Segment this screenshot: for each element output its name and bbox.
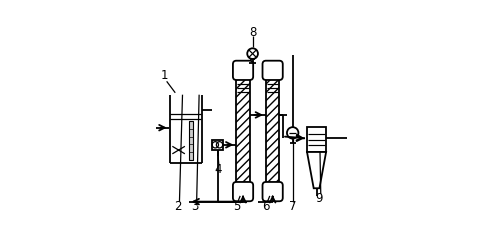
Bar — [307, 127, 326, 152]
FancyBboxPatch shape — [263, 182, 283, 201]
Bar — [266, 77, 279, 186]
Circle shape — [247, 48, 258, 59]
FancyBboxPatch shape — [233, 61, 253, 80]
Text: 5: 5 — [233, 200, 240, 213]
Text: 9: 9 — [316, 192, 323, 205]
Text: 4: 4 — [215, 163, 222, 176]
Text: 7: 7 — [289, 200, 297, 213]
Bar — [236, 77, 250, 186]
Bar — [213, 140, 223, 150]
FancyBboxPatch shape — [263, 61, 283, 80]
Text: 2: 2 — [174, 200, 182, 213]
Text: 6: 6 — [262, 200, 270, 213]
FancyBboxPatch shape — [233, 182, 253, 201]
Text: 8: 8 — [249, 26, 256, 39]
Text: 1: 1 — [161, 69, 168, 82]
Circle shape — [287, 127, 299, 139]
Text: 3: 3 — [191, 200, 199, 213]
Polygon shape — [307, 152, 326, 188]
Bar — [189, 122, 193, 160]
